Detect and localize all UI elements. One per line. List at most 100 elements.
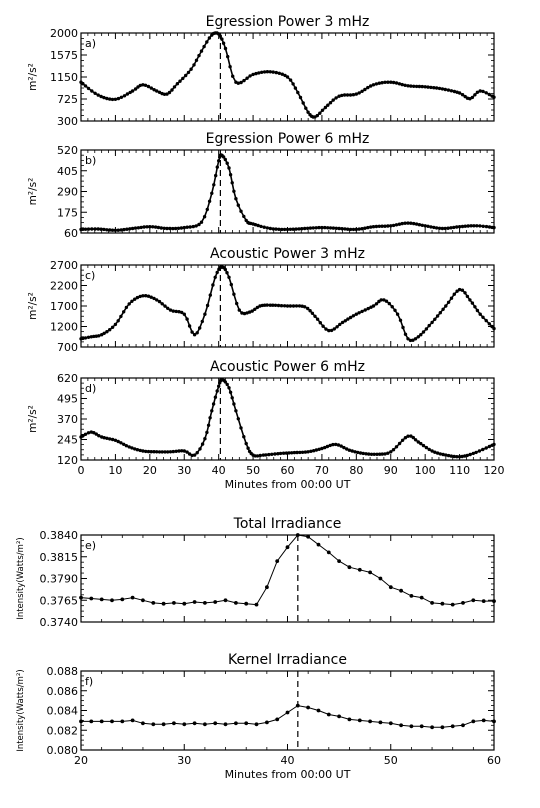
data-point	[228, 65, 232, 69]
data-point	[232, 189, 236, 193]
data-point	[116, 228, 121, 232]
data-point	[492, 599, 496, 603]
data-point	[79, 595, 83, 600]
data-point	[471, 719, 476, 724]
data-point	[367, 452, 371, 456]
data-point	[146, 449, 151, 454]
data-point	[437, 226, 442, 230]
data-point	[182, 312, 186, 316]
data-point	[393, 308, 397, 312]
data-point	[180, 310, 184, 315]
data-point	[314, 226, 318, 230]
data-point	[133, 447, 137, 451]
data-point	[275, 559, 280, 563]
data-point	[477, 449, 482, 453]
data-point	[213, 721, 218, 726]
data-point	[190, 330, 194, 334]
data-point	[124, 305, 129, 310]
data-point	[449, 89, 454, 93]
data-point	[116, 439, 120, 444]
data-point	[166, 306, 170, 310]
data-point	[412, 84, 416, 89]
data-point	[197, 222, 201, 227]
data-point	[157, 299, 162, 304]
data-point	[136, 226, 141, 230]
data-point	[195, 451, 199, 455]
y-tick-label: 620	[57, 372, 78, 385]
data-point	[167, 90, 172, 95]
data-point	[258, 453, 262, 458]
data-point	[120, 719, 125, 724]
y-tick-label: 370	[57, 413, 78, 426]
data-point	[380, 452, 384, 456]
data-point	[360, 309, 364, 314]
data-point	[378, 720, 383, 725]
data-point	[369, 84, 373, 88]
data-point	[427, 323, 431, 328]
data-point	[192, 600, 197, 604]
data-point	[487, 92, 491, 97]
data-point	[324, 327, 328, 331]
panel-label: c)	[85, 269, 95, 282]
data-point	[484, 224, 489, 229]
data-point	[340, 227, 344, 231]
data-point	[487, 225, 492, 229]
panel-title: Total Irradiance	[233, 516, 342, 532]
data-point	[397, 82, 402, 86]
data-point	[473, 305, 477, 309]
x-tick-label: 70	[315, 464, 329, 477]
data-point	[265, 303, 269, 307]
data-point	[254, 71, 258, 76]
y-axis-label: Intensity(Watts/m²)	[16, 669, 26, 751]
data-point	[342, 93, 347, 97]
data-point	[194, 224, 198, 228]
data-point	[457, 455, 462, 459]
data-point	[470, 95, 475, 100]
data-point	[218, 34, 222, 38]
data-point	[397, 222, 402, 226]
data-point	[99, 719, 104, 724]
data-point	[271, 303, 275, 307]
data-point	[110, 228, 115, 232]
y-tick-label: 2000	[50, 27, 78, 40]
data-point	[226, 54, 230, 59]
data-point	[371, 304, 376, 308]
data-point	[452, 454, 456, 459]
data-point	[430, 320, 434, 325]
data-point	[278, 451, 283, 456]
data-point	[416, 335, 420, 339]
data-point	[368, 719, 372, 724]
data-point	[492, 326, 496, 331]
data-point	[285, 227, 290, 232]
data-point	[435, 314, 440, 318]
data-point	[163, 450, 167, 454]
data-point	[318, 111, 322, 115]
data-point	[245, 76, 249, 80]
data-point	[120, 597, 125, 602]
data-point	[308, 226, 313, 230]
data-point	[441, 307, 445, 311]
data-point	[105, 96, 109, 101]
data-point	[291, 82, 295, 86]
data-point	[374, 302, 379, 306]
data-point	[277, 71, 281, 76]
data-point	[149, 295, 153, 299]
data-point	[172, 721, 176, 726]
data-point	[465, 453, 469, 458]
data-point	[310, 311, 315, 315]
data-point	[192, 63, 196, 67]
data-point	[92, 334, 96, 339]
data-point	[130, 299, 134, 303]
data-point	[207, 36, 212, 40]
data-point	[492, 442, 496, 447]
data-point	[403, 436, 408, 440]
panel-title: Acoustic Power 6 mHz	[210, 359, 365, 375]
y-tick-label: 2200	[50, 280, 78, 293]
data-point	[432, 225, 436, 230]
data-point	[315, 113, 319, 118]
data-point	[417, 223, 422, 227]
data-point	[110, 325, 115, 329]
data-point	[265, 585, 269, 590]
data-point	[273, 452, 277, 456]
data-point	[265, 720, 269, 725]
